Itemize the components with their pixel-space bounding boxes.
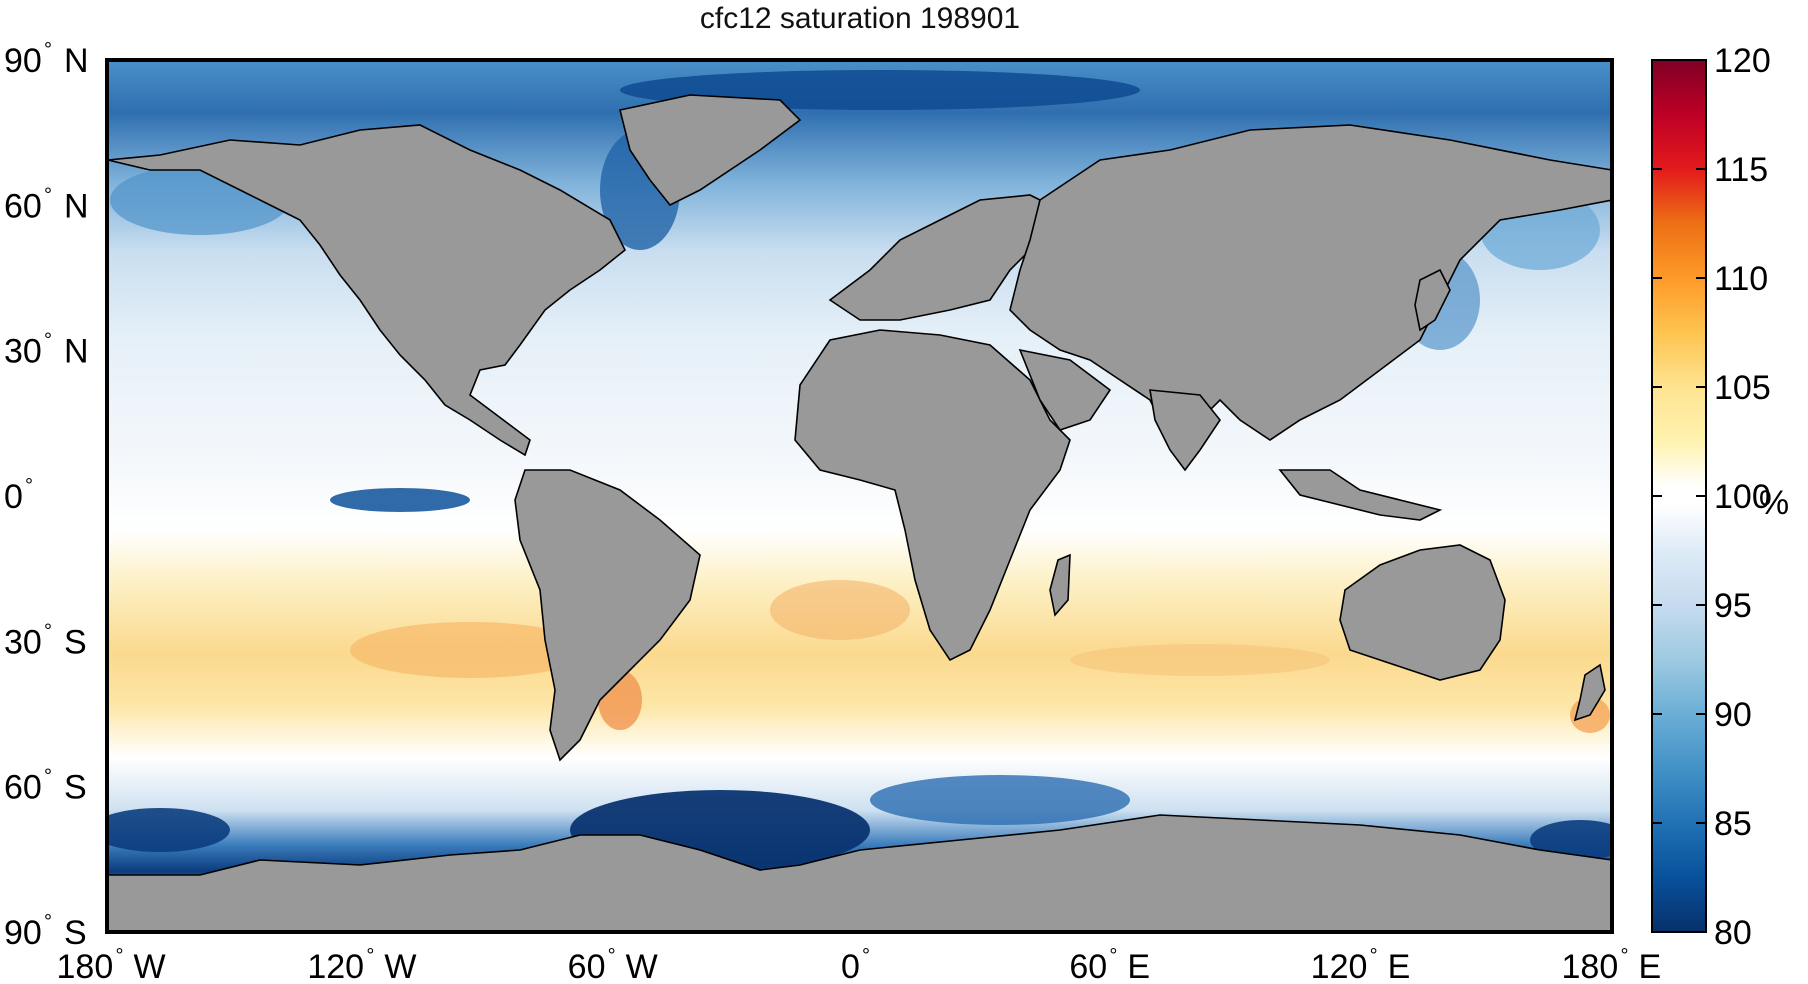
land-south-america [514,469,701,762]
degree-symbol: ° [44,911,52,933]
latitude-hemisphere: N [64,187,89,225]
latitude-tick-number: 60 [4,769,42,807]
latitude-tick-number: 90 [4,914,42,952]
longitude-tick-number: 180 [57,948,114,984]
longitude-hemisphere: W [626,948,658,984]
latitude-hemisphere: S [64,623,87,661]
longitude-hemisphere: W [384,948,416,984]
latitude-hemisphere: S [64,769,87,807]
latitude-tick-label: 60 ° N [4,184,89,225]
degree-symbol: ° [608,945,616,967]
land-asia [1009,124,1612,442]
longitude-hemisphere: W [134,948,166,984]
map-frame [105,58,1614,934]
land-antarctica [107,814,1612,932]
map-title: cfc12 saturation 198901 [700,2,1020,35]
longitude-tick-label: 120 ° W [307,945,416,984]
colorbar-tick-label: 90 [1714,696,1752,734]
colorbar-tick-label: 100 [1714,478,1771,516]
longitude-tick-label: 180 ° W [57,945,166,984]
latitude-tick-label: 90 ° N [4,39,89,80]
degree-symbol: ° [44,330,52,352]
longitude-axis: 180 ° W 120 ° W 60 ° W 0 ° 60 ° E 120 ° E 180 ° E [57,945,1662,984]
longitude-hemisphere: E [1388,948,1411,984]
longitude-tick-label: 0 ° [841,945,870,984]
latitude-hemisphere: N [64,42,89,80]
degree-symbol: ° [1370,945,1378,967]
longitude-tick-number: 120 [307,948,364,984]
longitude-tick-label: 60 ° E [1069,945,1150,984]
degree-symbol: ° [1621,945,1629,967]
degree-symbol: ° [44,184,52,206]
longitude-tick-label: 180 ° E [1562,945,1662,984]
latitude-tick-label: 30 ° N [4,330,89,371]
land-madagascar [1049,553,1071,617]
longitude-hemisphere: E [1127,948,1150,984]
degree-symbol: ° [862,945,870,967]
colorbar-tick-label: 115 [1714,151,1768,189]
longitude-tick-number: 120 [1311,948,1368,984]
longitude-tick-number: 60 [568,948,606,984]
latitude-tick-number: 30 [4,623,42,661]
longitude-tick-label: 60 ° W [568,945,658,984]
latitude-hemisphere: N [64,333,89,371]
longitude-tick-number: 60 [1069,948,1107,984]
degree-symbol: ° [366,945,374,967]
degree-symbol: ° [44,620,52,642]
colorbar-tick-label: 85 [1714,805,1752,843]
latitude-tick-label: 0 ° [4,475,33,516]
latitude-tick-label: 30 ° S [4,620,87,661]
latitude-tick-number: 0 [4,478,23,516]
land-africa [794,329,1071,662]
degree-symbol: ° [116,945,124,967]
latitude-tick-number: 90 [4,42,42,80]
latitude-tick-number: 30 [4,333,42,371]
longitude-hemisphere: E [1639,948,1662,984]
land-arabia [1018,348,1112,431]
land-australia [1339,544,1506,681]
land-north-america [107,124,627,457]
latitude-tick-label: 90 ° S [4,911,87,952]
degree-symbol: ° [1109,945,1117,967]
colorbar-tick-label: 110 [1714,260,1768,298]
land-india [1149,389,1221,472]
land-japan [1414,268,1451,332]
longitude-tick-label: 120 ° E [1311,945,1411,984]
colorbar: 80 85 90 95 100 105 110 115 120 % [1651,42,1789,952]
colorbar-ticks: 80 85 90 95 100 105 110 115 120 [1652,42,1771,952]
latitude-tick-number: 60 [4,187,42,225]
longitude-tick-number: 180 [1562,948,1619,984]
latitude-axis: 90 ° N60 ° N30 ° N0 °30 ° S60 ° S90 ° S [4,39,89,952]
colorbar-tick-label: 80 [1714,914,1752,952]
degree-symbol: ° [25,475,33,497]
longitude-tick-number: 0 [841,948,860,984]
land-masses [107,94,1612,932]
degree-symbol: ° [44,766,52,788]
degree-symbol: ° [44,39,52,61]
land-greenland [619,94,802,207]
colorbar-unit-label: % [1759,484,1789,522]
latitude-hemisphere: S [64,914,87,952]
latitude-tick-label: 60 ° S [4,766,87,807]
colorbar-tick-label: 120 [1714,42,1771,80]
land-indonesia [1278,469,1443,521]
colorbar-tick-label: 105 [1714,369,1771,407]
land-new-zealand [1573,663,1606,722]
colorbar-tick-label: 95 [1714,587,1752,625]
